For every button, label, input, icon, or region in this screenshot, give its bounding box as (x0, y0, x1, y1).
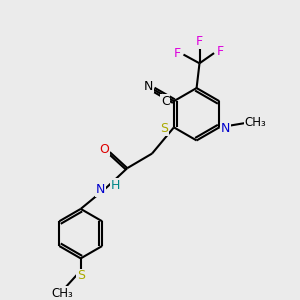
Text: H: H (111, 179, 120, 192)
Text: N: N (144, 80, 153, 92)
Text: CH₃: CH₃ (245, 116, 267, 130)
Text: N: N (221, 122, 230, 135)
Text: N: N (95, 184, 105, 196)
Text: O: O (100, 143, 110, 156)
Text: C: C (161, 95, 170, 108)
Text: S: S (160, 122, 169, 135)
Text: F: F (173, 46, 181, 60)
Text: F: F (217, 45, 224, 58)
Text: CH₃: CH₃ (51, 286, 73, 299)
Text: S: S (77, 269, 85, 282)
Text: F: F (196, 35, 203, 48)
